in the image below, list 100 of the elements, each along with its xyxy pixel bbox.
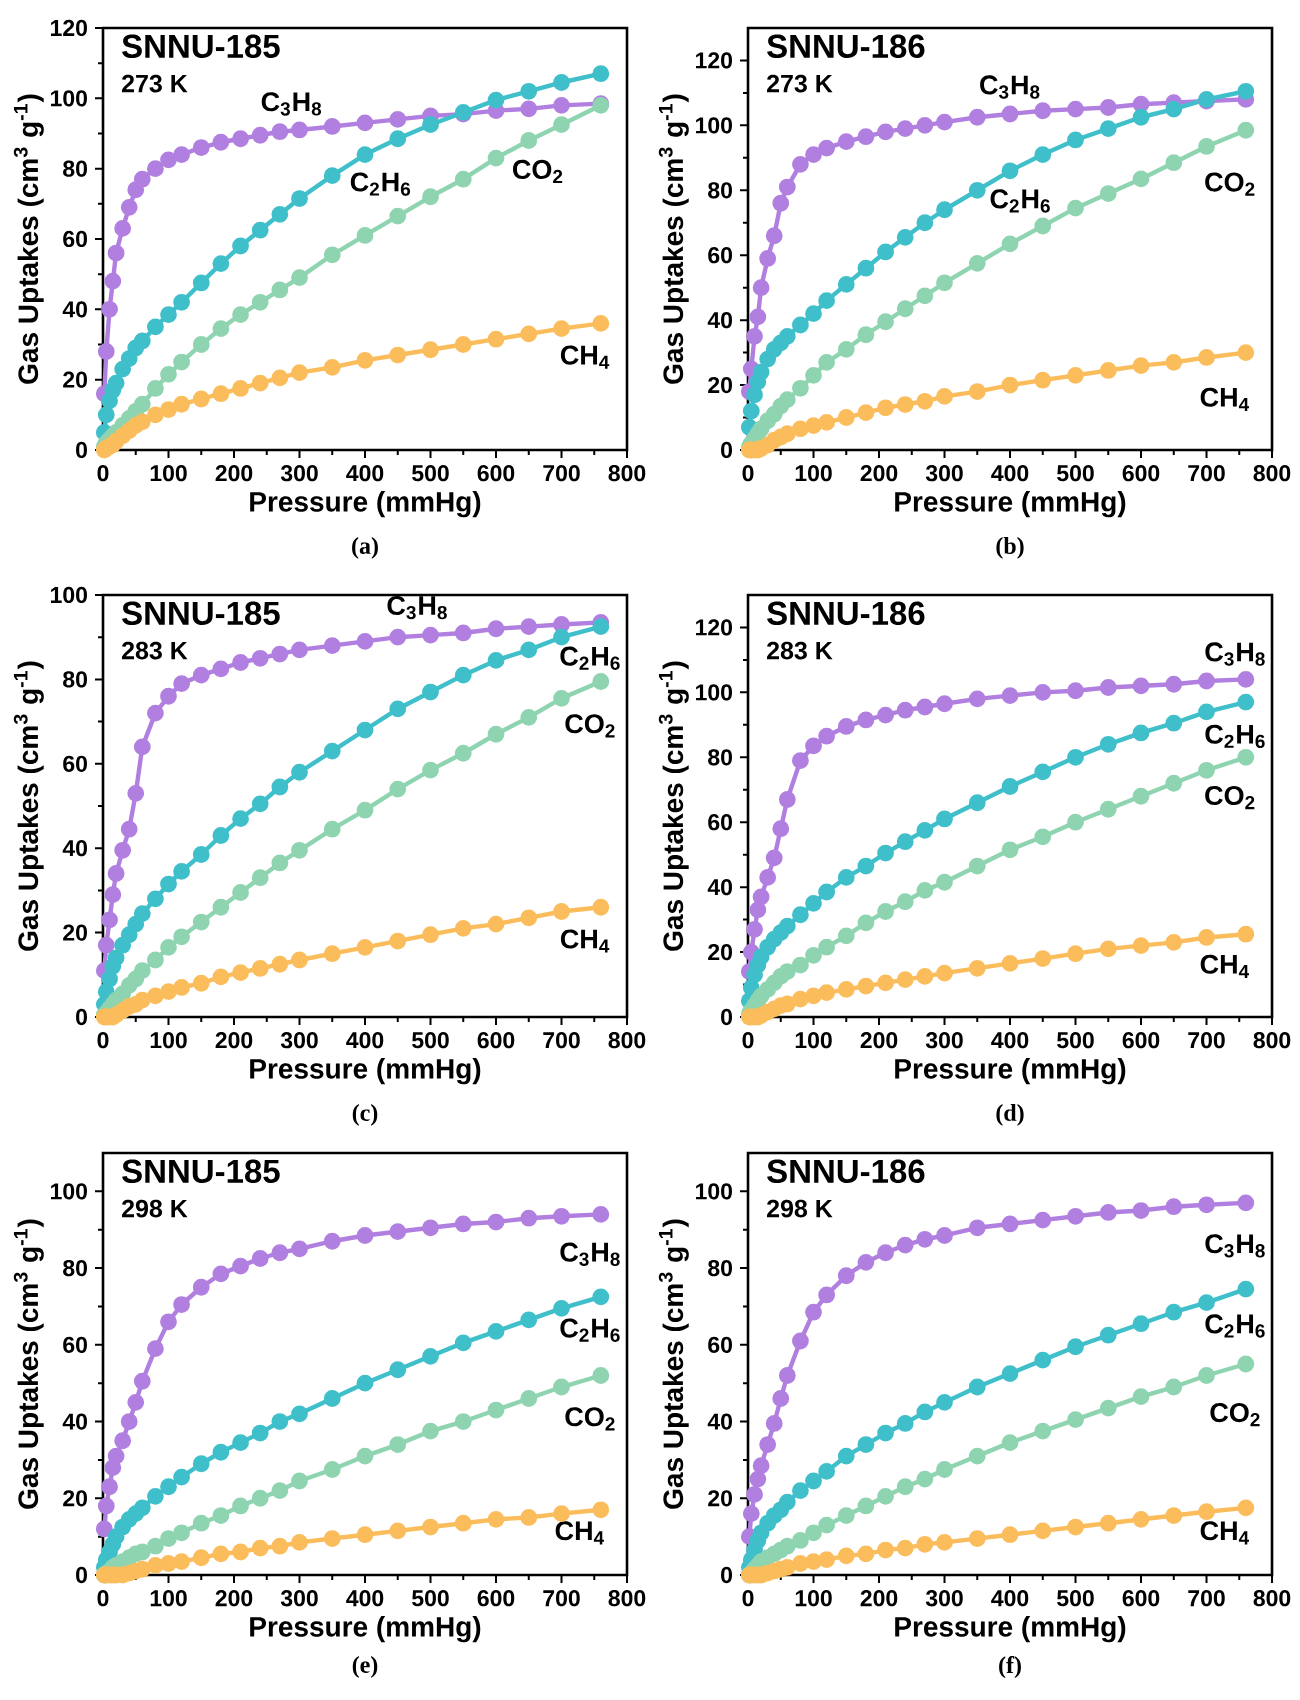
y-tick-label: 100 [696,684,732,701]
x-tick-label: 800 [608,1590,646,1607]
x-tick-label: 600 [1122,465,1160,482]
series-label: CH$_{4}$ [1200,1521,1250,1545]
x-tick-label: 400 [991,1590,1029,1607]
y-tick-label: 80 [63,1259,87,1277]
y-tick-label: 40 [62,840,87,857]
y-tick-label: 60 [63,755,87,772]
y-tick-label: 60 [63,230,87,248]
y-tick-label: 100 [696,1183,732,1200]
series-label: CH$_{4}$ [1200,954,1250,978]
series-label: CH$_{4}$ [560,345,610,369]
y-axis-title: Gas Uptakes (cm$^{3}$ g$^{-1}$) [658,661,689,951]
x-tick-label: 600 [477,1590,515,1607]
text: 283 K [767,641,833,660]
series-label: C$_{2}$H$_{6}$ [1205,724,1265,749]
y-tick-label: 120 [696,52,732,69]
series-label: C$_{2}$H$_{6}$ [350,172,411,196]
x-tick-label: 500 [1057,1590,1094,1607]
chart-title: SNNU-185 [122,1159,280,1183]
x-tick-label: 200 [215,1032,253,1049]
x-tick-label: 700 [1188,465,1225,482]
x-tick-label: 600 [1122,1032,1160,1049]
y-tick-label: 40 [707,879,733,896]
y-tick-label: 60 [708,814,733,831]
series-label: C$_{3}$H$_{8}$ [980,75,1040,99]
series-label: CO$_{2}$ [565,1407,615,1431]
y-tick-label: 0 [76,441,87,459]
x-tick-label: 300 [280,1590,318,1607]
x-tick-label: 300 [925,1032,963,1049]
y-tick-label: 0 [76,1566,87,1584]
y-tick-label: 40 [707,1413,733,1430]
series-label: C$_{2}$H$_{6}$ [990,189,1050,213]
x-axis-title: Pressure (mmHg) [250,491,481,518]
y-tick-label: 100 [696,117,732,134]
x-tick-label: 700 [543,1590,580,1607]
text: (e) [352,1656,378,1678]
series-label: C$_{3}$H$_{8}$ [387,595,447,620]
series-label: CO$_{2}$ [513,159,563,184]
x-tick-label: 200 [860,465,898,482]
x-axis-title: Pressure (mmHg) [895,1616,1126,1643]
x-tick-label: 500 [1057,465,1094,482]
x-tick-label: 300 [925,465,963,482]
x-tick-label: 0 [742,465,754,482]
x-tick-label: 500 [1057,1032,1094,1049]
y-tick-label: 40 [62,301,87,318]
y-tick-label: 80 [708,749,733,766]
text: (d) [996,1104,1024,1126]
x-tick-label: 300 [280,465,318,482]
series-label: CO$_{2}$ [1205,172,1255,196]
x-tick-label: 100 [795,465,832,482]
x-axis-title: Pressure (mmHg) [250,1616,481,1643]
x-tick-label: 0 [97,1032,109,1049]
y-tick-label: 20 [708,376,733,394]
x-tick-label: 200 [860,1590,898,1607]
x-tick-label: 600 [477,1032,515,1049]
y-axis-title: Gas Uptakes (cm$^{3}$ g$^{-1}$) [13,1219,44,1509]
y-tick-label: 60 [708,247,733,264]
x-tick-label: 400 [346,465,384,482]
y-tick-label: 80 [63,671,87,688]
series-label: C$_{2}$H$_{6}$ [1205,1314,1265,1338]
chart-title: SNNU-186 [767,601,925,625]
text: 283 K [122,641,188,660]
x-tick-label: 0 [97,465,109,482]
chart-title: SNNU-185 [122,34,280,58]
x-tick-label: 100 [150,465,187,482]
x-tick-label: 800 [1253,1032,1291,1049]
series-label: CO$_{2}$ [565,714,615,738]
series-label: CH$_{4}$ [560,929,610,953]
x-tick-label: 700 [543,465,580,482]
chart-title: SNNU-186 [767,34,925,58]
series-label: CH$_{4}$ [1200,387,1250,411]
y-tick-label: 20 [708,1490,733,1507]
text: (a) [352,537,378,559]
x-tick-label: 600 [1122,1590,1160,1607]
x-tick-label: 800 [608,1032,646,1049]
y-tick-label: 0 [721,441,733,459]
y-axis-title: Gas Uptakes (cm$^{3}$ g$^{-1}$) [13,94,44,384]
y-tick-label: 0 [721,1566,733,1584]
x-tick-label: 100 [150,1032,187,1049]
x-tick-label: 200 [215,465,253,482]
x-tick-label: 300 [280,1032,318,1049]
series-label: CH$_{4}$ [555,1521,605,1545]
y-tick-label: 80 [63,160,87,177]
x-tick-label: 400 [346,1590,384,1607]
x-tick-label: 400 [991,1032,1029,1049]
y-tick-label: 0 [721,1008,733,1026]
y-tick-label: 20 [63,371,87,388]
y-tick-label: 60 [63,1336,87,1353]
x-axis-title: Pressure (mmHg) [250,1058,481,1085]
x-tick-label: 200 [215,1590,253,1607]
x-tick-label: 100 [795,1032,832,1049]
series-label: C$_{2}$H$_{6}$ [560,646,620,670]
y-axis-title: Gas Uptakes (cm$^{3}$ g$^{-1}$) [13,661,44,951]
y-tick-label: 100 [51,1183,87,1200]
series-label: CO$_{2}$ [1205,785,1255,810]
y-tick-label: 20 [63,1490,87,1507]
series-label: C$_{2}$H$_{6}$ [560,1318,620,1342]
chart-title: SNNU-185 [122,601,280,625]
x-tick-label: 400 [991,465,1029,482]
